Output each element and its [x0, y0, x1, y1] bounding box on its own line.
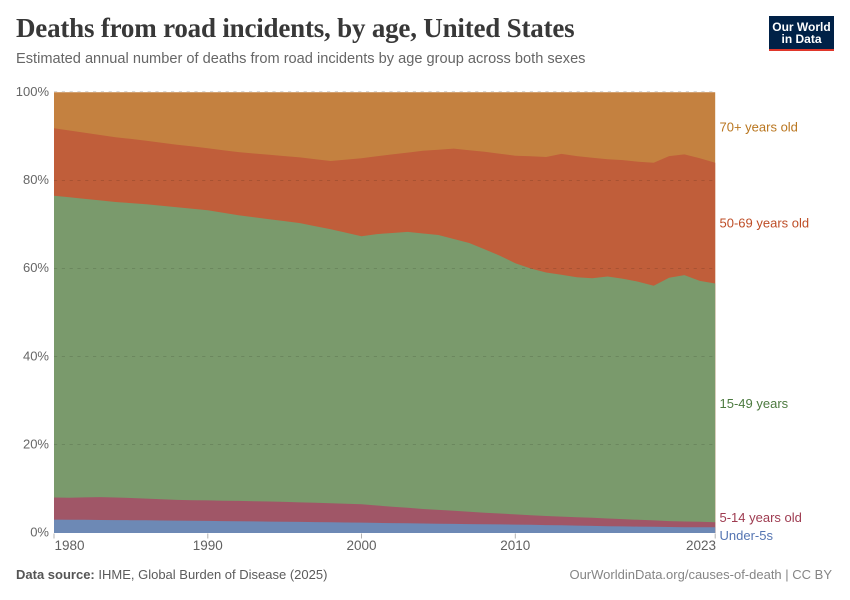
svg-text:70+ years old: 70+ years old — [720, 120, 798, 135]
svg-text:60%: 60% — [23, 260, 49, 275]
svg-text:15-49 years: 15-49 years — [720, 396, 789, 411]
svg-text:2000: 2000 — [346, 538, 376, 553]
svg-text:2010: 2010 — [500, 538, 530, 553]
svg-text:80%: 80% — [23, 172, 49, 187]
svg-text:0%: 0% — [30, 525, 49, 540]
svg-text:2023: 2023 — [686, 538, 716, 553]
svg-text:Under-5s: Under-5s — [720, 528, 774, 543]
svg-text:50-69 years old: 50-69 years old — [720, 216, 810, 231]
svg-text:20%: 20% — [23, 436, 49, 451]
svg-text:40%: 40% — [23, 348, 49, 363]
svg-text:1990: 1990 — [193, 538, 223, 553]
svg-text:5-14 years old: 5-14 years old — [720, 510, 802, 525]
svg-text:1980: 1980 — [55, 538, 85, 553]
svg-text:100%: 100% — [16, 84, 50, 99]
